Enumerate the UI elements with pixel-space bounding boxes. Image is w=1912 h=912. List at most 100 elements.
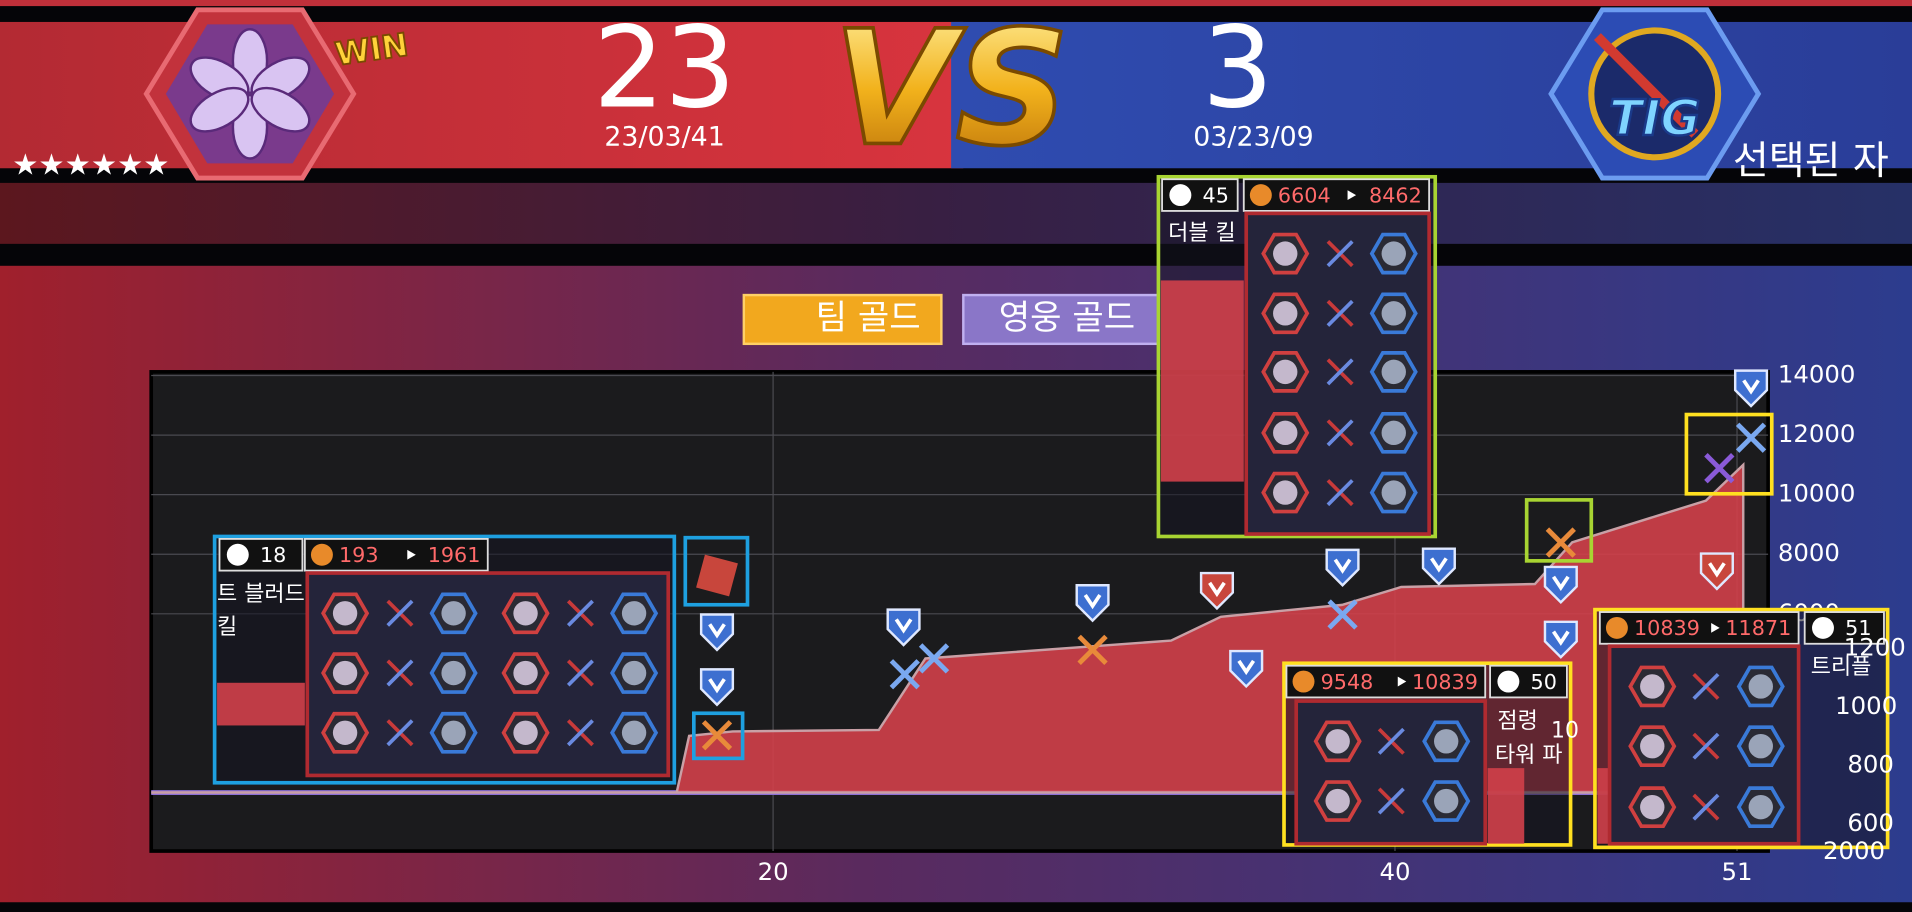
team-gold-button[interactable] [742,293,943,346]
hero-face [1381,301,1406,326]
hero-gold-button[interactable] [962,293,1160,346]
y-tick-label: 14000 [1778,360,1856,389]
gold-icon [1292,670,1315,693]
right-score: 3 [1202,3,1273,133]
kill-arrow [1692,793,1720,821]
gold-arrow [1397,676,1407,687]
objective-mark [1742,379,1760,395]
hero-face [1273,420,1298,446]
popup-mini-graph [217,682,305,726]
gold-icon [1605,616,1628,639]
gold-arrow [407,549,416,560]
left-score: 23 [593,3,736,133]
hero-face [513,660,538,686]
kill-arrow [566,659,594,687]
objective-mark [894,618,913,634]
hero-face [1381,480,1406,505]
team-logo-text: TIG [1609,90,1700,147]
objective-mark [1551,630,1570,646]
kill-arrow [1326,299,1354,327]
hero-face [332,660,358,686]
popup-mini-graph [1597,768,1610,844]
kill-icon [1327,599,1358,630]
clock-icon [1812,616,1834,639]
kill-icon [918,643,950,674]
hero-face [441,601,466,626]
kill-icon [1735,422,1767,453]
popup-mini-graph [1160,280,1244,482]
gold-box [1242,178,1431,212]
hero-face [621,660,647,686]
gold-from: 193 [339,543,379,567]
team-gold-label[interactable]: 팀 골드 [816,298,921,338]
hero-face [1273,480,1298,505]
hero-face [513,601,538,626]
gold-icon [310,543,333,566]
event-text: 10 [1551,719,1579,744]
popup-time: 50 [1531,670,1557,694]
kill-arrow [1326,419,1354,447]
gold-box [1598,611,1800,645]
rank-stars: ★★★★★★ [12,147,169,181]
objective-mark [1083,593,1102,610]
x-tick-label: 40 [1379,857,1410,886]
hero-face [513,720,538,745]
event-text: 트 블러드 [217,582,305,607]
popup-time: 18 [260,543,286,567]
event-text: 킬 [217,615,237,640]
kill-arrow [386,719,414,747]
hero-face [1640,674,1665,699]
right-kda: 03/23/09 [1193,121,1313,152]
gold-to: 11871 [1725,616,1791,640]
highlight-box [683,535,750,607]
emblem-flower [189,28,311,160]
top-strip [0,0,1912,7]
hero-face [1748,794,1773,820]
event-text: 트리플 [1811,655,1872,680]
emblem-sword [1593,33,1699,138]
hero-face [1434,788,1459,814]
kill-arrow [1692,672,1720,700]
hero-face [441,720,466,745]
hero-gold-label[interactable]: 영웅 골드 [999,298,1135,338]
kill-icon [701,720,733,751]
clock-icon [1169,184,1192,207]
hero-face [1325,729,1350,754]
objective-mark [1208,581,1226,598]
cropped-axis-label: 1200 [1844,633,1906,662]
kill-icon [889,659,920,690]
hero-face [1273,359,1298,385]
hero-face [1434,729,1459,754]
kill-icon [1704,453,1735,484]
kill-arrow [386,659,414,687]
hero-face [332,720,358,745]
clock-icon [226,543,249,566]
objective-mark [1333,558,1352,574]
y-tick-label: 12000 [1778,419,1856,448]
popup-time: 51 [1845,616,1871,640]
kill-arrow [566,599,594,627]
cropped-axis-label: 1000 [1835,691,1897,720]
kill-arrow [1326,240,1354,268]
popup-time: 45 [1203,183,1229,207]
hero-face [1748,733,1773,759]
objective-mark [1430,557,1448,573]
turret-icon [696,554,738,597]
objective-mark [708,623,726,639]
cropped-axis-label: 800 [1847,750,1894,779]
popup-mini-graph [1487,768,1525,844]
kill-arrow [1692,732,1720,760]
hero-face [1273,301,1298,326]
cropped-axis-label: 600 [1847,808,1894,837]
objective-mark [1708,562,1726,578]
cropped-axis-label: 2000 [1823,836,1885,865]
objective-mark [1237,659,1256,676]
hero-face [1381,420,1406,446]
kill-arrow [1326,479,1354,507]
gold-from: 10839 [1634,616,1700,640]
